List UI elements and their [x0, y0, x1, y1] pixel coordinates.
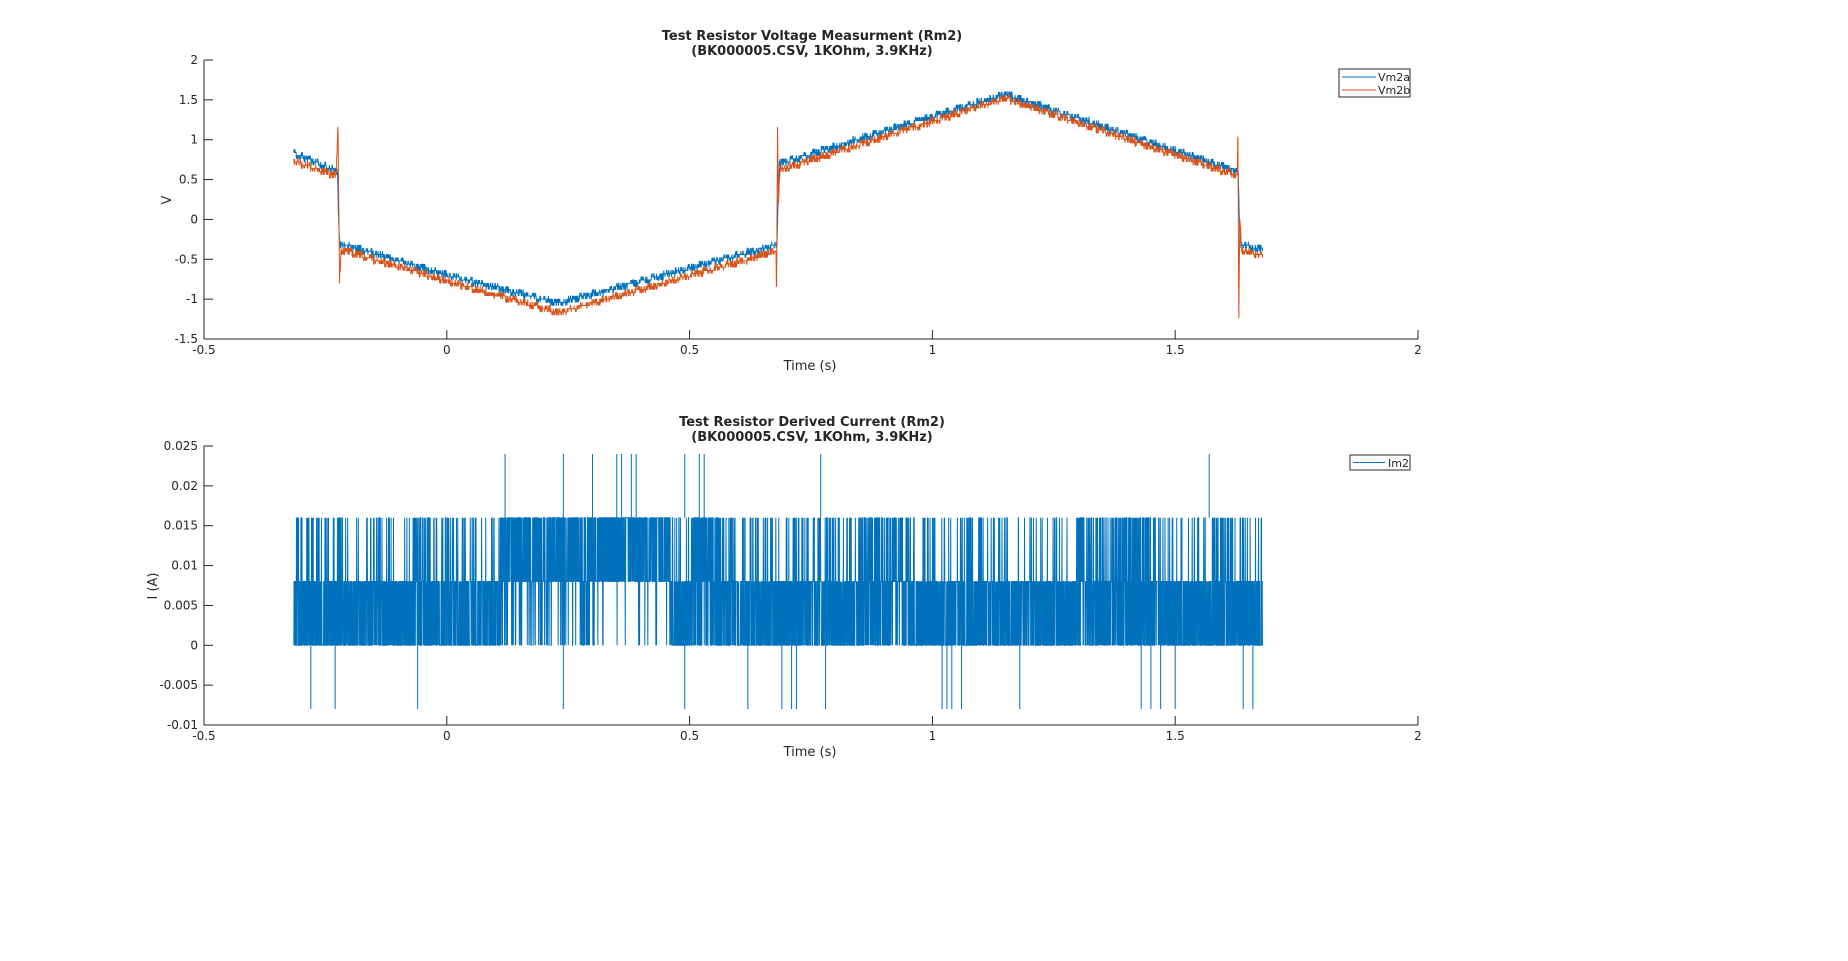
x-tick-label: 0 [443, 729, 451, 743]
y-tick-label: 0.01 [171, 559, 198, 573]
legend-label-vm2a: Vm2a [1378, 71, 1410, 84]
x-tick-label: -0.5 [192, 729, 215, 743]
y-tick-label: 0.02 [171, 479, 198, 493]
y-tick-label: 0.015 [164, 519, 198, 533]
x-tick-label: 1.5 [1166, 343, 1185, 357]
x-tick-label: 1 [929, 343, 937, 357]
y-tick-label: -0.005 [159, 678, 198, 692]
voltage-axes: Test Resistor Voltage Measurment (Rm2) (… [160, 29, 1422, 374]
y-tick-label: -1.5 [175, 332, 198, 346]
current-legend: Im2 [1349, 454, 1411, 471]
y-tick-label: -1 [186, 292, 198, 306]
y-tick-label: -0.5 [175, 252, 198, 266]
y-tick-label: 0.5 [179, 173, 198, 187]
current-x-axis-label: Time (s) [783, 745, 837, 760]
x-tick-label: 1.5 [1166, 729, 1185, 743]
current-chart-subtitle: (BK000005.CSV, 1KOhm, 3.9KHz) [691, 430, 932, 445]
current-axis-frame [203, 445, 1419, 726]
x-tick-label: 2 [1414, 343, 1422, 357]
voltage-plot-area [293, 91, 1264, 319]
current-y-tick-labels: -0.01 -0.005 0 0.005 0.01 0.015 0.02 0.025 [159, 439, 198, 732]
x-tick-label: 1 [929, 729, 937, 743]
y-tick-label: 0.025 [164, 439, 198, 453]
voltage-chart-subtitle: (BK000005.CSV, 1KOhm, 3.9KHz) [691, 44, 932, 59]
y-tick-label: 0 [190, 638, 198, 652]
voltage-legend-box [1338, 68, 1411, 98]
y-tick-label: 2 [190, 53, 198, 67]
x-tick-label: -0.5 [192, 343, 215, 357]
series-line-im2 [293, 517, 1263, 646]
voltage-axis-frame [203, 59, 1419, 340]
x-tick-label: 2 [1414, 729, 1422, 743]
current-x-tick-labels: -0.5 0 0.5 1 1.5 2 [192, 729, 1422, 743]
voltage-legend: Vm2a Vm2b [1338, 68, 1411, 98]
current-chart-title: Test Resistor Derived Current (Rm2) [679, 415, 945, 430]
x-tick-label: 0 [443, 343, 451, 357]
x-tick-label: 0.5 [680, 343, 699, 357]
y-tick-label: 0 [190, 212, 198, 226]
y-tick-label: 1 [190, 133, 198, 147]
legend-label-vm2b: Vm2b [1378, 84, 1410, 97]
voltage-chart-title: Test Resistor Voltage Measurment (Rm2) [662, 29, 962, 44]
current-plot-area [293, 453, 1263, 710]
y-tick-label: 1.5 [179, 93, 198, 107]
current-y-axis-label: I (A) [146, 572, 161, 599]
series-line-vm2b [293, 94, 1264, 319]
current-axes: Test Resistor Derived Current (Rm2) (BK0… [146, 415, 1422, 760]
y-tick-label: 0.005 [164, 598, 198, 612]
voltage-x-tick-labels: -0.5 0 0.5 1 1.5 2 [192, 343, 1422, 357]
x-tick-label: 0.5 [680, 729, 699, 743]
voltage-x-axis-label: Time (s) [783, 359, 837, 374]
y-tick-label: -0.01 [167, 718, 198, 732]
voltage-y-axis-label: V [160, 195, 175, 204]
legend-label-im2: Im2 [1388, 457, 1409, 470]
voltage-y-tick-labels: -1.5 -1 -0.5 0 0.5 1 1.5 2 [175, 53, 198, 346]
